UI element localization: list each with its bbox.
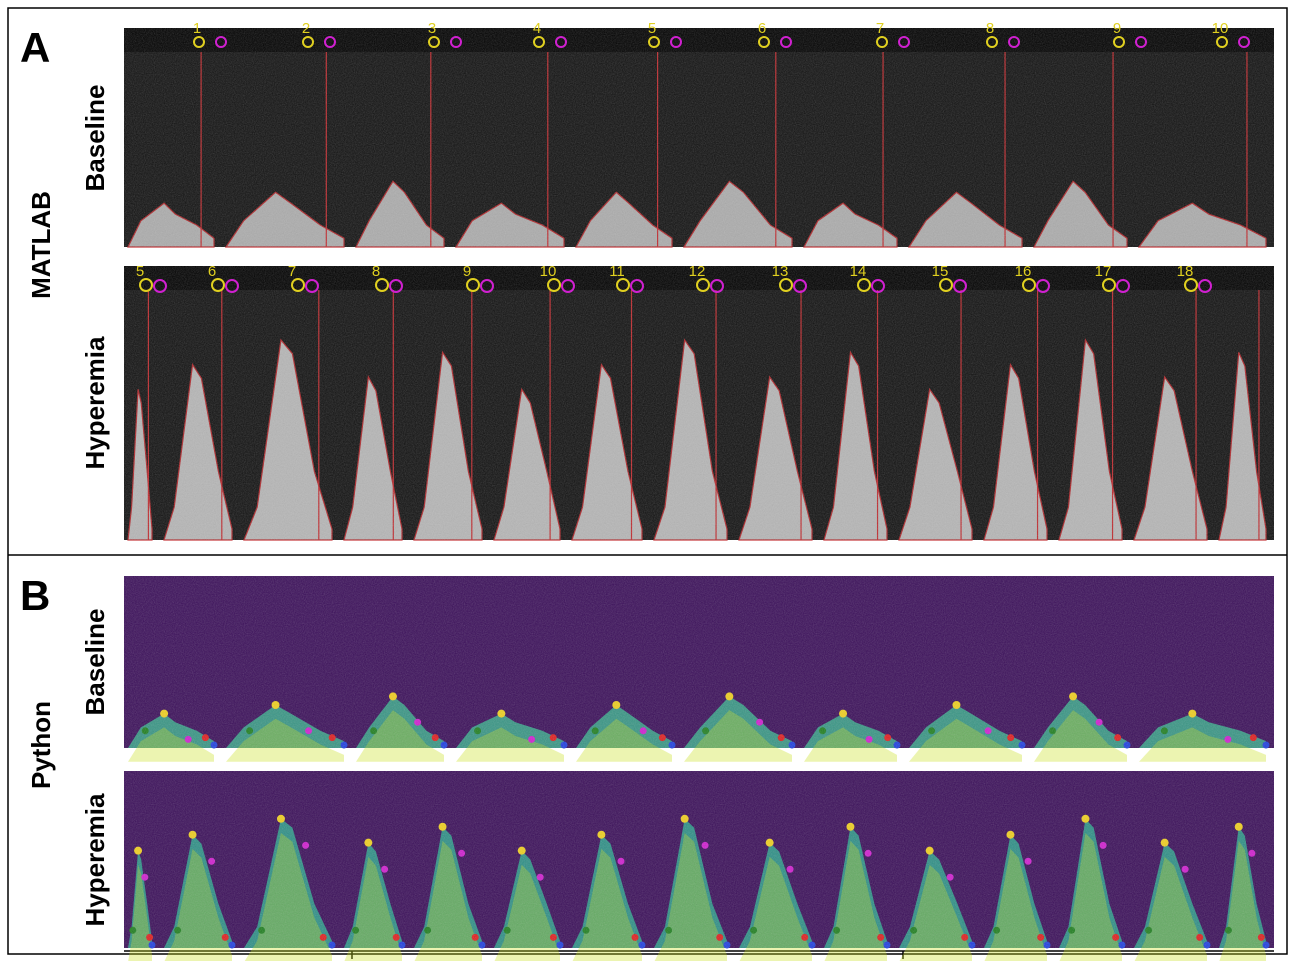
method-label: MATLAB	[26, 191, 56, 299]
beat-marker	[953, 279, 967, 293]
beat-marker	[215, 36, 227, 48]
beat-marker	[225, 279, 239, 293]
beat-marker	[670, 36, 682, 48]
beat-marker	[193, 36, 205, 48]
row-label: Hyperemia	[80, 336, 110, 469]
beat-label: 8	[372, 263, 380, 280]
beat-label: 10	[540, 263, 557, 280]
row-label: Hyperemia	[80, 793, 110, 926]
beat-label: 17	[1095, 263, 1112, 280]
beat-marker	[561, 279, 575, 293]
beat-label: 7	[876, 20, 884, 37]
beat-label: 3	[428, 20, 436, 37]
beat-marker	[1116, 279, 1130, 293]
beat-label: 10	[1212, 20, 1229, 37]
beat-marker	[375, 278, 389, 292]
beat-marker	[533, 36, 545, 48]
panel-letter: B	[20, 572, 50, 619]
beat-marker	[616, 278, 630, 292]
beat-label: 14	[850, 263, 867, 280]
beat-label: 4	[533, 20, 541, 37]
row-label: Baseline	[80, 85, 110, 192]
frame	[7, 7, 1288, 955]
beat-marker	[780, 36, 792, 48]
beat-marker	[857, 278, 871, 292]
beat-label: 11	[609, 263, 625, 280]
beat-marker	[1238, 36, 1250, 48]
beat-marker	[480, 279, 494, 293]
beat-marker	[466, 278, 480, 292]
beat-marker	[1216, 36, 1228, 48]
beat-marker	[710, 279, 724, 293]
beat-marker	[871, 279, 885, 293]
beat-marker	[389, 279, 403, 293]
beat-marker	[450, 36, 462, 48]
beat-marker	[211, 278, 225, 292]
beat-label: 6	[758, 20, 766, 37]
beat-marker	[648, 36, 660, 48]
beat-marker	[305, 279, 319, 293]
beat-label: 12	[689, 263, 706, 280]
beat-label: 6	[208, 263, 216, 280]
beat-label: 15	[932, 263, 949, 280]
beat-marker	[324, 36, 336, 48]
beat-marker	[1036, 279, 1050, 293]
doppler-image	[124, 576, 1274, 762]
doppler-image	[124, 771, 1274, 963]
beat-marker	[1135, 36, 1147, 48]
beat-marker	[939, 278, 953, 292]
beat-label: 9	[463, 263, 471, 280]
doppler-image	[124, 28, 1274, 248]
row-label: Baseline	[80, 609, 110, 716]
beat-label: 7	[288, 263, 296, 280]
beat-marker	[428, 36, 440, 48]
beat-marker	[758, 36, 770, 48]
beat-marker	[986, 36, 998, 48]
beat-marker	[630, 279, 644, 293]
beat-label: 16	[1015, 263, 1032, 280]
beat-marker	[555, 36, 567, 48]
beat-label: 18	[1177, 263, 1194, 280]
beat-marker	[302, 36, 314, 48]
beat-marker	[1198, 279, 1212, 293]
panel-letter: A	[20, 24, 50, 71]
beat-marker	[779, 278, 793, 292]
doppler-image	[124, 266, 1274, 541]
image-noise	[124, 771, 1274, 948]
beat-marker	[153, 279, 167, 293]
beat-label: 9	[1113, 20, 1121, 37]
beat-label: 1	[193, 20, 201, 37]
beat-marker	[876, 36, 888, 48]
image-noise	[124, 576, 1274, 748]
beat-marker	[1102, 278, 1116, 292]
beat-marker	[1113, 36, 1125, 48]
beat-label: 2	[302, 20, 310, 37]
beat-marker	[696, 278, 710, 292]
method-label: Python	[26, 701, 56, 789]
image-noise	[124, 28, 1274, 247]
image-noise	[124, 266, 1274, 540]
beat-marker	[898, 36, 910, 48]
beat-marker	[1184, 278, 1198, 292]
beat-marker	[793, 279, 807, 293]
beat-marker	[547, 278, 561, 292]
beat-marker	[1008, 36, 1020, 48]
beat-label: 5	[648, 20, 656, 37]
beat-marker	[139, 278, 153, 292]
beat-label: 5	[136, 263, 144, 280]
beat-label: 13	[772, 263, 789, 280]
beat-label: 8	[986, 20, 994, 37]
beat-marker	[1022, 278, 1036, 292]
beat-marker	[291, 278, 305, 292]
